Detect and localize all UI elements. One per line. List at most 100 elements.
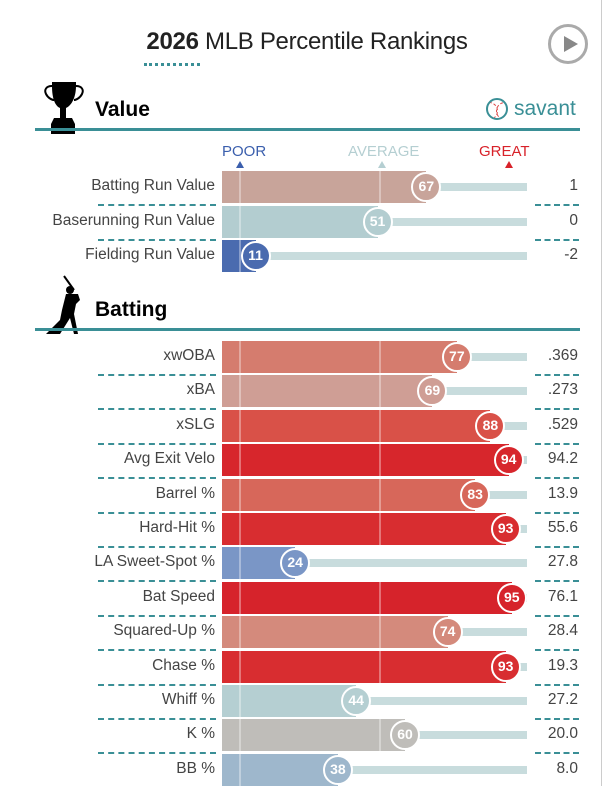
percentile-track [222,252,527,260]
row-divider [98,649,216,652]
percentile-circle[interactable]: 77 [441,342,472,372]
row-divider [535,683,579,686]
metric-label: Chase % [152,656,215,674]
poor-gridline [239,616,241,649]
metric-row[interactable]: Batting Run Value 67 1 [0,171,600,203]
percentile-circle[interactable]: 88 [475,410,506,441]
average-gridline [379,341,381,373]
percentile-bar [222,650,506,683]
percentile-circle[interactable]: 11 [240,241,271,271]
metric-row[interactable]: xSLG 88 .529 [0,409,600,442]
percentile-circle[interactable]: 83 [460,479,491,510]
metric-row[interactable]: Chase % 93 19.3 [0,650,600,683]
metric-row[interactable]: Barrel % 83 13.9 [0,478,600,511]
percentile-circle[interactable]: 95 [496,582,527,613]
poor-gridline [239,171,241,203]
percentile-circle[interactable]: 93 [490,514,521,544]
metric-row[interactable]: BB % 38 8.0 [0,753,600,786]
metric-row[interactable]: Whiff % 44 27.2 [0,685,600,717]
row-divider [98,718,216,720]
percentile-circle[interactable]: 60 [390,720,420,751]
percentile-circle[interactable]: 93 [490,651,521,682]
metric-value: .273 [547,381,578,399]
row-divider [98,408,216,411]
percentile-bar [222,616,448,649]
poor-gridline [239,409,241,442]
play-button[interactable] [548,24,588,64]
metric-row[interactable]: Fielding Run Value 11 -2 [0,240,600,272]
poor-gridline [239,547,241,580]
scale-poor: POOR [222,143,267,160]
metric-label: Avg Exit Velo [123,450,215,468]
scale-great: GREAT [479,143,530,160]
average-gridline [379,719,381,752]
metric-row[interactable]: Bat Speed 95 76.1 [0,581,600,614]
metric-value: -2 [564,246,578,263]
brand-name: savant [514,97,576,120]
metric-value: 28.4 [547,622,578,640]
percentile-circle[interactable]: 51 [362,206,393,237]
metric-label: Squared-Up % [113,622,215,640]
average-marker [378,161,386,168]
average-gridline [379,650,381,683]
metric-row[interactable]: xBA 69 .273 [0,375,600,408]
section-title-value: Value [95,98,150,121]
metric-value: 76.1 [547,587,578,605]
row-divider [535,752,579,755]
row-divider [535,374,579,376]
metric-row[interactable]: Hard-Hit % 93 55.6 [0,513,600,545]
right-border [601,0,602,786]
batter-icon [46,275,80,334]
row-divider [535,204,579,206]
metric-value: 55.6 [547,519,578,536]
percentile-circle[interactable]: 44 [341,686,372,716]
metric-row[interactable]: K % 60 20.0 [0,719,600,752]
average-gridline [379,375,381,408]
row-divider [535,649,579,652]
savant-logo[interactable]: savant [486,97,576,121]
page-title: 2026 MLB Percentile Rankings [0,28,614,56]
title-underline [144,63,200,66]
metric-row[interactable]: LA Sweet-Spot % 24 27.8 [0,547,600,580]
row-divider [535,511,579,514]
metric-row[interactable]: xwOBA 77 .369 [0,341,600,373]
row-divider [98,477,216,480]
metric-label: Barrel % [155,484,215,502]
metric-row[interactable]: Squared-Up % 74 28.4 [0,616,600,649]
average-gridline [379,581,381,614]
percentile-bar [222,685,357,717]
metric-row[interactable]: Avg Exit Velo 94 94.2 [0,444,600,477]
metric-label: Baserunning Run Value [52,211,215,229]
average-gridline [379,513,381,545]
percentile-circle[interactable]: 67 [411,172,442,202]
row-divider [98,614,216,617]
metric-label: LA Sweet-Spot % [94,553,215,571]
percentile-circle[interactable]: 69 [417,376,448,407]
percentile-circle[interactable]: 94 [493,445,524,476]
metric-value: 19.3 [547,656,578,674]
row-divider [98,442,216,445]
row-divider [98,238,216,241]
poor-gridline [239,205,241,238]
value-section-rule [35,128,580,131]
metric-label: Bat Speed [142,587,215,605]
row-divider [535,238,579,241]
metric-label: Batting Run Value [91,177,215,194]
percentile-bar [222,205,378,238]
poor-gridline [239,341,241,373]
row-divider [535,546,579,548]
metric-label: Whiff % [161,691,215,708]
poor-marker [236,161,244,168]
title-text: MLB Percentile Rankings [205,28,468,55]
percentile-bar [222,171,427,203]
percentile-circle[interactable]: 24 [280,548,311,579]
row-divider [535,408,579,411]
percentile-circle[interactable]: 38 [322,754,353,785]
poor-gridline [239,650,241,683]
metric-label: xBA [186,381,215,399]
poor-gridline [239,581,241,614]
percentile-track [222,765,527,774]
metric-row[interactable]: Baserunning Run Value 51 0 [0,205,600,238]
percentile-circle[interactable]: 74 [432,617,463,648]
